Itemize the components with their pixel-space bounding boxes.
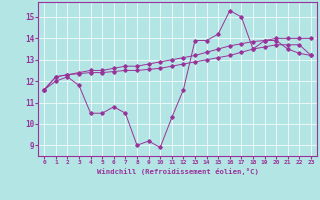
X-axis label: Windchill (Refroidissement éolien,°C): Windchill (Refroidissement éolien,°C) [97, 168, 259, 175]
